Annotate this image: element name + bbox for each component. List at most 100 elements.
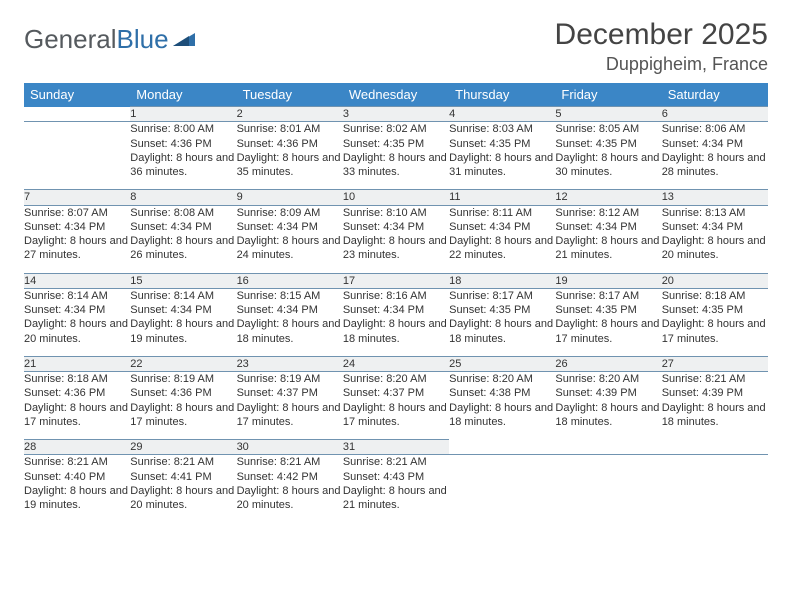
day-number-cell: 9	[237, 190, 343, 205]
day-number-cell: 8	[130, 190, 236, 205]
daylight-line: Daylight: 8 hours and 17 minutes.	[24, 401, 130, 430]
sunrise-line: Sunrise: 8:19 AM	[130, 372, 236, 386]
day-info-row: Sunrise: 8:14 AMSunset: 4:34 PMDaylight:…	[24, 288, 768, 356]
sunrise-line: Sunrise: 8:02 AM	[343, 122, 449, 136]
day-number-cell: 28	[24, 440, 130, 455]
daylight-line: Daylight: 8 hours and 18 minutes.	[662, 401, 768, 430]
sunset-line: Sunset: 4:34 PM	[24, 220, 130, 234]
daylight-line: Daylight: 8 hours and 18 minutes.	[237, 317, 343, 346]
daylight-line: Daylight: 8 hours and 33 minutes.	[343, 151, 449, 180]
weekday-header: Thursday	[449, 83, 555, 107]
sunrise-line: Sunrise: 8:20 AM	[343, 372, 449, 386]
day-number-row: 21222324252627	[24, 356, 768, 371]
sunset-line: Sunset: 4:41 PM	[130, 470, 236, 484]
sunset-line: Sunset: 4:36 PM	[24, 386, 130, 400]
day-number-cell: 19	[555, 273, 661, 288]
daylight-line: Daylight: 8 hours and 28 minutes.	[662, 151, 768, 180]
sunset-line: Sunset: 4:34 PM	[662, 137, 768, 151]
daylight-line: Daylight: 8 hours and 36 minutes.	[130, 151, 236, 180]
day-number-cell: 23	[237, 356, 343, 371]
sunrise-line: Sunrise: 8:21 AM	[24, 455, 130, 469]
sunrise-line: Sunrise: 8:00 AM	[130, 122, 236, 136]
day-info-cell	[662, 455, 768, 523]
daylight-line: Daylight: 8 hours and 20 minutes.	[130, 484, 236, 513]
day-info-cell: Sunrise: 8:21 AMSunset: 4:42 PMDaylight:…	[237, 455, 343, 523]
day-info-cell: Sunrise: 8:16 AMSunset: 4:34 PMDaylight:…	[343, 288, 449, 356]
sunrise-line: Sunrise: 8:07 AM	[24, 206, 130, 220]
sunset-line: Sunset: 4:42 PM	[237, 470, 343, 484]
sunset-line: Sunset: 4:40 PM	[24, 470, 130, 484]
sunrise-line: Sunrise: 8:20 AM	[449, 372, 555, 386]
day-info-cell: Sunrise: 8:09 AMSunset: 4:34 PMDaylight:…	[237, 205, 343, 273]
daylight-line: Daylight: 8 hours and 23 minutes.	[343, 234, 449, 263]
day-info-cell: Sunrise: 8:13 AMSunset: 4:34 PMDaylight:…	[662, 205, 768, 273]
daylight-line: Daylight: 8 hours and 30 minutes.	[555, 151, 661, 180]
daylight-line: Daylight: 8 hours and 19 minutes.	[24, 484, 130, 513]
sunrise-line: Sunrise: 8:14 AM	[130, 289, 236, 303]
day-number-cell: 14	[24, 273, 130, 288]
sunrise-line: Sunrise: 8:17 AM	[449, 289, 555, 303]
day-info-cell: Sunrise: 8:08 AMSunset: 4:34 PMDaylight:…	[130, 205, 236, 273]
day-info-cell: Sunrise: 8:20 AMSunset: 4:39 PMDaylight:…	[555, 372, 661, 440]
sunset-line: Sunset: 4:34 PM	[237, 220, 343, 234]
sunset-line: Sunset: 4:43 PM	[343, 470, 449, 484]
sunset-line: Sunset: 4:34 PM	[449, 220, 555, 234]
day-number-cell: 13	[662, 190, 768, 205]
daylight-line: Daylight: 8 hours and 18 minutes.	[343, 317, 449, 346]
sunset-line: Sunset: 4:34 PM	[343, 303, 449, 317]
location-label: Duppigheim, France	[555, 54, 768, 75]
day-number-cell: 20	[662, 273, 768, 288]
sunrise-line: Sunrise: 8:05 AM	[555, 122, 661, 136]
daylight-line: Daylight: 8 hours and 27 minutes.	[24, 234, 130, 263]
sunset-line: Sunset: 4:37 PM	[237, 386, 343, 400]
day-number-cell: 3	[343, 107, 449, 122]
day-number-cell: 11	[449, 190, 555, 205]
day-number-cell: 22	[130, 356, 236, 371]
day-info-cell: Sunrise: 8:18 AMSunset: 4:36 PMDaylight:…	[24, 372, 130, 440]
sunrise-line: Sunrise: 8:21 AM	[662, 372, 768, 386]
sunset-line: Sunset: 4:34 PM	[662, 220, 768, 234]
day-number-cell: 7	[24, 190, 130, 205]
day-number-cell: 25	[449, 356, 555, 371]
sunrise-line: Sunrise: 8:03 AM	[449, 122, 555, 136]
day-number-cell	[24, 107, 130, 122]
day-info-row: Sunrise: 8:07 AMSunset: 4:34 PMDaylight:…	[24, 205, 768, 273]
day-info-cell: Sunrise: 8:21 AMSunset: 4:43 PMDaylight:…	[343, 455, 449, 523]
weekday-header: Wednesday	[343, 83, 449, 107]
sunrise-line: Sunrise: 8:21 AM	[237, 455, 343, 469]
day-number-row: 123456	[24, 107, 768, 122]
weekday-header: Sunday	[24, 83, 130, 107]
sunset-line: Sunset: 4:34 PM	[130, 220, 236, 234]
sunrise-line: Sunrise: 8:11 AM	[449, 206, 555, 220]
brand-logo: GeneralBlue	[24, 24, 199, 55]
day-number-cell	[449, 440, 555, 455]
sunset-line: Sunset: 4:35 PM	[555, 303, 661, 317]
day-info-cell: Sunrise: 8:14 AMSunset: 4:34 PMDaylight:…	[24, 288, 130, 356]
day-info-cell: Sunrise: 8:03 AMSunset: 4:35 PMDaylight:…	[449, 122, 555, 190]
day-info-row: Sunrise: 8:00 AMSunset: 4:36 PMDaylight:…	[24, 122, 768, 190]
day-info-cell: Sunrise: 8:21 AMSunset: 4:41 PMDaylight:…	[130, 455, 236, 523]
sunset-line: Sunset: 4:35 PM	[343, 137, 449, 151]
sunset-line: Sunset: 4:34 PM	[237, 303, 343, 317]
day-info-cell: Sunrise: 8:15 AMSunset: 4:34 PMDaylight:…	[237, 288, 343, 356]
daylight-line: Daylight: 8 hours and 18 minutes.	[449, 317, 555, 346]
daylight-line: Daylight: 8 hours and 18 minutes.	[555, 401, 661, 430]
day-info-cell	[449, 455, 555, 523]
sunset-line: Sunset: 4:39 PM	[662, 386, 768, 400]
day-info-cell: Sunrise: 8:01 AMSunset: 4:36 PMDaylight:…	[237, 122, 343, 190]
sunrise-line: Sunrise: 8:09 AM	[237, 206, 343, 220]
month-title: December 2025	[555, 18, 768, 52]
sunrise-line: Sunrise: 8:10 AM	[343, 206, 449, 220]
day-info-cell: Sunrise: 8:21 AMSunset: 4:39 PMDaylight:…	[662, 372, 768, 440]
day-number-cell: 24	[343, 356, 449, 371]
daylight-line: Daylight: 8 hours and 17 minutes.	[343, 401, 449, 430]
sunset-line: Sunset: 4:36 PM	[130, 386, 236, 400]
sunrise-line: Sunrise: 8:13 AM	[662, 206, 768, 220]
daylight-line: Daylight: 8 hours and 19 minutes.	[130, 317, 236, 346]
day-info-cell	[555, 455, 661, 523]
daylight-line: Daylight: 8 hours and 21 minutes.	[343, 484, 449, 513]
daylight-line: Daylight: 8 hours and 35 minutes.	[237, 151, 343, 180]
day-info-cell: Sunrise: 8:07 AMSunset: 4:34 PMDaylight:…	[24, 205, 130, 273]
weekday-header: Saturday	[662, 83, 768, 107]
daylight-line: Daylight: 8 hours and 31 minutes.	[449, 151, 555, 180]
